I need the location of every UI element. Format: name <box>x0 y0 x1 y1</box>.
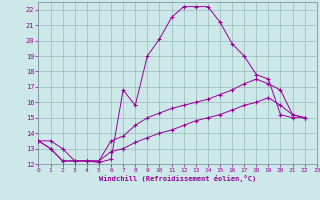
X-axis label: Windchill (Refroidissement éolien,°C): Windchill (Refroidissement éolien,°C) <box>99 175 256 182</box>
